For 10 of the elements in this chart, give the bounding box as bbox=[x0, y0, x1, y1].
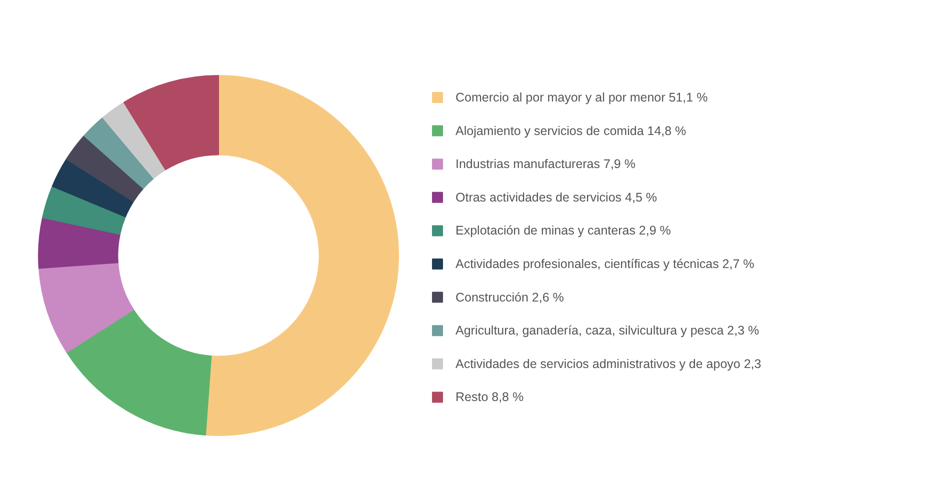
legend-label: Otras actividades de servicios 4,5 % bbox=[456, 190, 657, 204]
legend-label: Alojamiento y servicios de comida 14,8 % bbox=[456, 124, 686, 138]
legend-label: Actividades profesionales, científicas y técnicas 2,7 % bbox=[456, 257, 754, 271]
legend-label: Actividades de servicios administrativos y de apoyo 2,3 bbox=[456, 356, 762, 371]
legend-label: Industrias manufactureras 7,9 % bbox=[456, 157, 636, 172]
legend-label: Comercio al por mayor y al por menor 51,1 % bbox=[456, 90, 708, 104]
legend-label: Construcción 2,6 % bbox=[456, 290, 564, 304]
legend-label: Resto 8,8 % bbox=[456, 390, 524, 404]
legend-label: Explotación de minas y canteras 2,9 % bbox=[456, 224, 671, 238]
legend-label: Agricultura, ganadería, caza, silvicultura y pesca 2,3 % bbox=[456, 324, 760, 338]
